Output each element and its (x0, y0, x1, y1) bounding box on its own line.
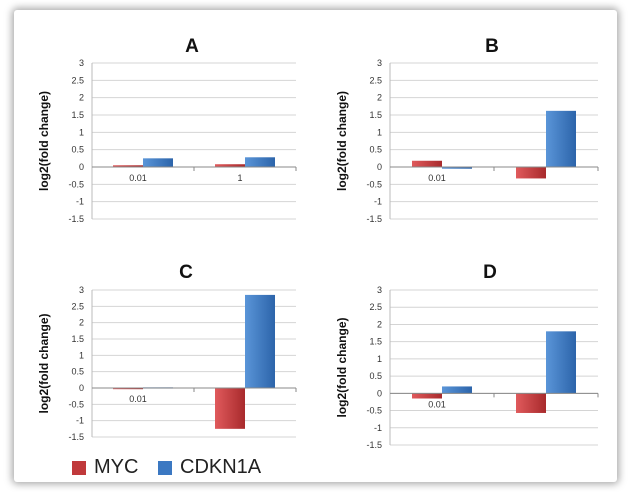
legend-cdkn1a-label: CDKN1A (180, 456, 262, 478)
legend-myc-label: MYC (94, 456, 139, 478)
y-tick-label: -0.5 (366, 406, 382, 416)
bar-myc (412, 160, 442, 167)
y-tick-label: 3 (79, 285, 84, 295)
bar-myc (215, 388, 245, 429)
y-tick-label: -1.5 (366, 214, 382, 224)
y-tick-label: 0.5 (71, 367, 84, 377)
y-tick-label: 1.5 (369, 337, 382, 347)
y-tick-label: 3 (79, 58, 84, 68)
x-tick-label: 0.01 (129, 394, 147, 404)
y-tick-label: 0 (79, 162, 84, 172)
y-tick-label: 0 (79, 383, 84, 393)
y-tick-label: 2 (377, 93, 382, 103)
bar-myc (516, 393, 546, 413)
bar-cdkn1a (546, 110, 576, 167)
y-tick-label: -1 (76, 197, 84, 207)
legend-myc-swatch (72, 460, 86, 475)
y-axis-label: log2(fold change) (37, 91, 51, 191)
y-tick-label: 1.5 (71, 334, 84, 344)
x-tick-label: 0.01 (129, 173, 147, 183)
y-tick-label: 0.5 (369, 371, 382, 381)
y-tick-label: 1.5 (369, 110, 382, 120)
bar-cdkn1a (546, 331, 576, 394)
y-tick-label: 0 (377, 162, 382, 172)
y-tick-label: -0.5 (366, 179, 382, 189)
bar-myc (113, 165, 143, 167)
x-tick-label: 0.01 (428, 173, 446, 183)
y-tick-label: -0.5 (68, 179, 84, 189)
y-tick-label: 2.5 (369, 302, 382, 312)
y-tick-label: 0.5 (71, 145, 84, 155)
y-tick-label: -1 (374, 197, 382, 207)
y-tick-label: -1 (374, 423, 382, 433)
bar-cdkn1a (442, 167, 472, 169)
bar-myc (516, 167, 546, 179)
bar-cdkn1a (442, 386, 472, 394)
y-tick-label: 2 (79, 93, 84, 103)
y-tick-label: -0.5 (68, 399, 84, 409)
bar-cdkn1a (143, 158, 173, 167)
y-tick-label: 1 (79, 127, 84, 137)
y-tick-label: 2.5 (71, 75, 84, 85)
y-axis-label: log2(fold change) (335, 318, 349, 418)
x-tick-label: 0.01 (428, 399, 446, 409)
panel-title: A (185, 36, 199, 57)
y-tick-label: 2.5 (71, 301, 84, 311)
y-tick-label: 3 (377, 58, 382, 68)
bar-cdkn1a (245, 157, 275, 167)
legend-myc: MYC (72, 456, 138, 479)
y-tick-label: 1.5 (71, 110, 84, 120)
y-tick-label: 3 (377, 285, 382, 295)
y-axis-label: log2(fold change) (335, 91, 349, 191)
y-tick-label: 1 (79, 350, 84, 360)
y-tick-label: 1 (377, 354, 382, 364)
legend-cdkn1a-swatch (158, 460, 172, 475)
panel-title: B (485, 36, 499, 57)
panel-title: C (179, 262, 193, 283)
y-tick-label: 2 (377, 319, 382, 329)
y-tick-label: -1.5 (366, 440, 382, 450)
y-tick-label: -1.5 (68, 214, 84, 224)
y-tick-label: 2 (79, 318, 84, 328)
bar-myc (215, 164, 245, 167)
y-axis-label: log2(fold change) (37, 314, 51, 414)
bar-cdkn1a (245, 294, 275, 388)
x-tick-label: 1 (237, 173, 242, 183)
y-tick-label: 1 (377, 127, 382, 137)
y-tick-label: 0.5 (369, 145, 382, 155)
bar-myc (113, 388, 143, 390)
y-tick-label: -1.5 (68, 432, 84, 442)
panel-title: D (483, 262, 497, 283)
y-tick-label: 2.5 (369, 75, 382, 85)
bar-myc (412, 393, 442, 399)
y-tick-label: 0 (377, 388, 382, 398)
legend-cdkn1a: CDKN1A (158, 456, 261, 479)
y-tick-label: -1 (76, 416, 84, 426)
